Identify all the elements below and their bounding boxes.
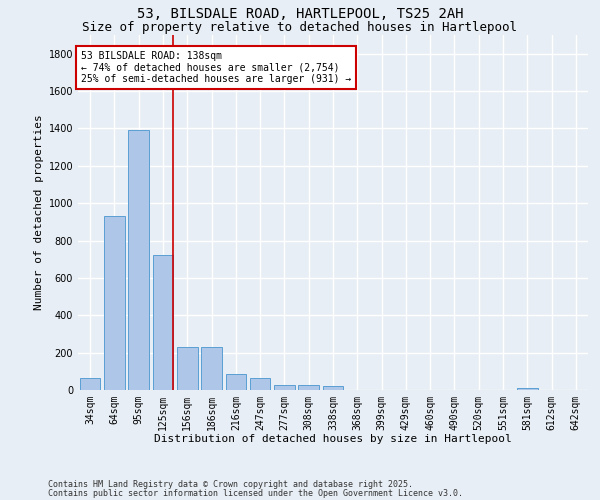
Text: 53 BILSDALE ROAD: 138sqm
← 74% of detached houses are smaller (2,754)
25% of sem: 53 BILSDALE ROAD: 138sqm ← 74% of detach… xyxy=(80,51,351,84)
Bar xyxy=(80,378,100,390)
Y-axis label: Number of detached properties: Number of detached properties xyxy=(34,114,44,310)
Bar xyxy=(226,374,246,390)
Bar xyxy=(250,378,271,390)
Bar xyxy=(323,386,343,390)
Text: Size of property relative to detached houses in Hartlepool: Size of property relative to detached ho… xyxy=(83,21,517,34)
X-axis label: Distribution of detached houses by size in Hartlepool: Distribution of detached houses by size … xyxy=(154,434,512,444)
Text: Contains public sector information licensed under the Open Government Licence v3: Contains public sector information licen… xyxy=(48,488,463,498)
Bar xyxy=(128,130,149,390)
Bar xyxy=(517,388,538,390)
Bar xyxy=(177,347,197,390)
Bar xyxy=(152,256,173,390)
Bar xyxy=(298,386,319,390)
Bar xyxy=(201,347,222,390)
Text: Contains HM Land Registry data © Crown copyright and database right 2025.: Contains HM Land Registry data © Crown c… xyxy=(48,480,413,489)
Bar xyxy=(274,386,295,390)
Bar xyxy=(104,216,125,390)
Text: 53, BILSDALE ROAD, HARTLEPOOL, TS25 2AH: 53, BILSDALE ROAD, HARTLEPOOL, TS25 2AH xyxy=(137,8,463,22)
